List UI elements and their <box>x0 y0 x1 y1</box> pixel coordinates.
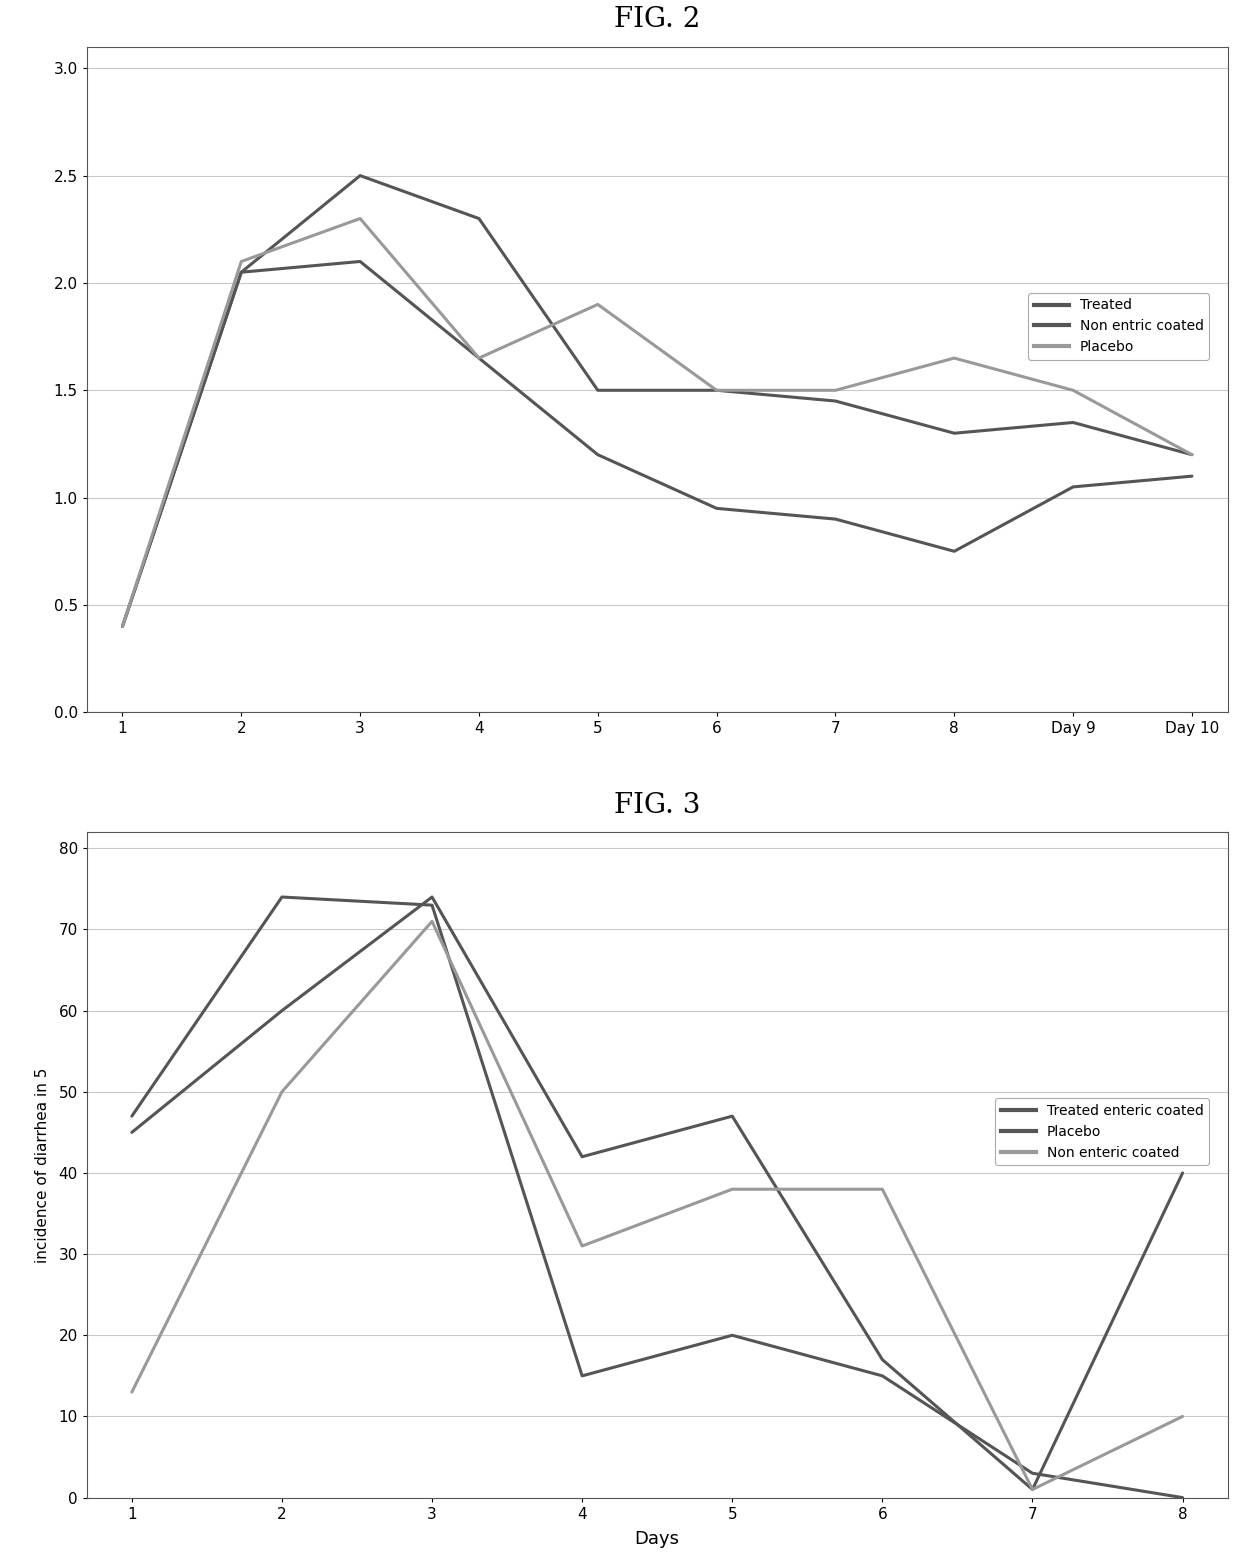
Legend: Treated enteric coated, Placebo, Non enteric coated: Treated enteric coated, Placebo, Non ent… <box>996 1098 1209 1165</box>
X-axis label: Days: Days <box>635 1530 680 1548</box>
Y-axis label: incidence of diarrhea in 5: incidence of diarrhea in 5 <box>35 1067 50 1262</box>
Legend: Treated, Non entric coated, Placebo: Treated, Non entric coated, Placebo <box>1028 293 1209 360</box>
Title: FIG. 2: FIG. 2 <box>614 6 701 33</box>
Title: FIG. 3: FIG. 3 <box>614 791 701 819</box>
